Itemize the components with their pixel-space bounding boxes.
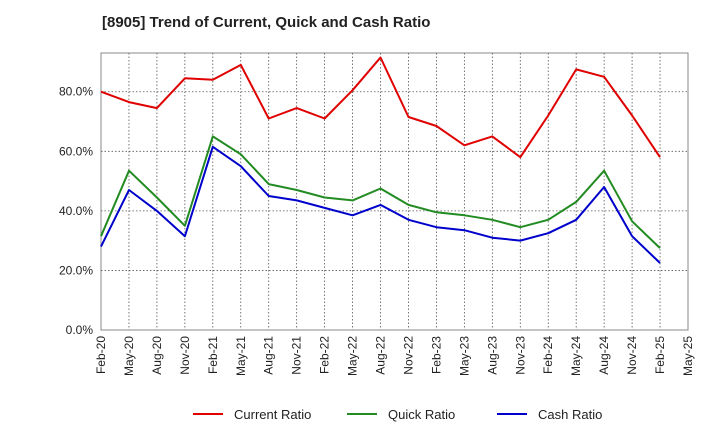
y-tick-label: 0.0%	[66, 323, 94, 337]
cash-ratio-legend-label: Cash Ratio	[538, 407, 602, 422]
x-tick-label: Aug-22	[374, 336, 388, 375]
x-tick-label: May-23	[457, 336, 471, 376]
x-tick-label: May-20	[122, 336, 136, 376]
series-lines	[100, 56, 661, 264]
y-tick-label: 40.0%	[59, 204, 93, 218]
legend: Current Ratio Quick Ratio Cash Ratio	[193, 407, 602, 422]
x-tick-label: May-22	[346, 336, 360, 376]
x-tick-label: Feb-20	[94, 336, 108, 374]
x-tick-label: Aug-23	[485, 336, 499, 375]
chart-title: [8905] Trend of Current, Quick and Cash …	[102, 14, 431, 31]
cash-ratio-line	[100, 145, 661, 264]
x-tick-label: Nov-23	[513, 336, 527, 375]
x-tick-label: Feb-23	[429, 336, 443, 374]
x-tick-label: May-25	[681, 336, 695, 376]
x-tick-label: Nov-21	[290, 336, 304, 375]
x-tick-label: Nov-24	[625, 336, 639, 375]
axis-labels: Feb-20 May-20 Aug-20 Nov-20 Feb-21 May-21 Aug-…	[59, 85, 695, 376]
y-tick-label: 60.0%	[59, 144, 93, 158]
y-tick-label: 20.0%	[59, 263, 93, 277]
x-tick-label: Aug-20	[150, 336, 164, 375]
x-tick-label: May-21	[234, 336, 248, 376]
x-tick-label: Nov-20	[178, 336, 192, 375]
x-tick-label: May-24	[569, 336, 583, 376]
x-tick-label: Feb-22	[318, 336, 332, 374]
x-tick-label: Feb-21	[206, 336, 220, 374]
current-ratio-legend-label: Current Ratio	[234, 407, 311, 422]
x-tick-label: Feb-24	[541, 336, 555, 374]
current-ratio-line	[100, 56, 661, 159]
x-tick-label: Feb-25	[653, 336, 667, 374]
quick-ratio-line	[100, 135, 661, 249]
x-tick-label: Nov-22	[401, 336, 415, 375]
x-tick-label: Aug-24	[597, 336, 611, 375]
y-tick-label: 80.0%	[59, 85, 93, 99]
x-tick-label: Aug-21	[262, 336, 276, 375]
quick-ratio-legend-label: Quick Ratio	[388, 407, 455, 422]
grid-lines	[101, 53, 688, 330]
